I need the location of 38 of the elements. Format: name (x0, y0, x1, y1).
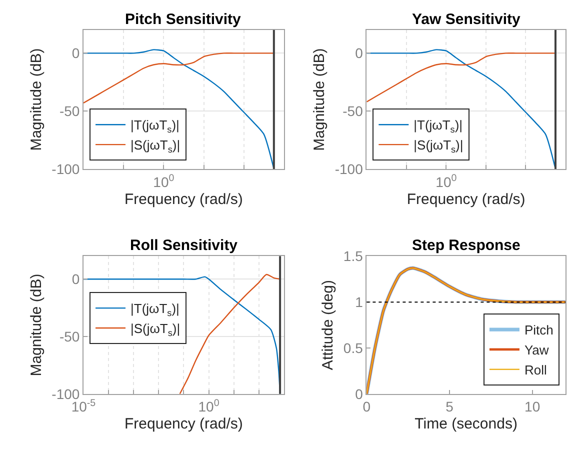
y-tick-label: -100 (52, 160, 80, 177)
x-axis-title: Frequency (rad/s) (406, 190, 526, 208)
y-tick-label: 0 (355, 45, 364, 62)
y-axis-title: Attitude (deg) (320, 280, 337, 370)
y-tick-label: 1 (355, 294, 364, 310)
y-tick-label: -50 (59, 328, 80, 344)
legend-label: |S(jωT$_{s}$)| (414, 138, 464, 154)
chart-title: Step Response (412, 237, 520, 254)
y-tick-label: -50 (342, 103, 364, 120)
y-axis-title: Magnitude (dB) (28, 274, 45, 376)
chart-title: Pitch Sensitivity (125, 11, 242, 28)
legend-label: |T(jωT$_{s}$)| (130, 301, 180, 318)
y-tick-label: 1.5 (343, 248, 364, 264)
x-tick-label: 10 (524, 398, 540, 415)
x-axis-title: Time (seconds) (414, 416, 518, 433)
y-tick-label: 0.5 (343, 340, 364, 356)
x-tick-label: 10$^{0}$ (436, 172, 458, 190)
legend-label: Pitch (524, 322, 554, 338)
legend-label: |T(jωT$_{s}$)| (130, 118, 180, 134)
legend-label: |S(jωT$_{s}$)| (130, 138, 180, 154)
chart-title: Yaw Sensitivity (412, 11, 522, 28)
chart-title: Roll Sensitivity (130, 237, 238, 254)
y-tick-label: -50 (59, 103, 80, 120)
y-tick-label: 0 (72, 45, 80, 62)
x-axis-title: Frequency (rad/s) (124, 416, 243, 433)
legend-label: Roll (524, 362, 547, 378)
x-axis-title: Frequency (rad/s) (124, 190, 243, 208)
legend-label: |S(jωT$_{s}$)| (130, 321, 180, 338)
legend-label: |T(jωT$_{s}$)| (414, 118, 463, 134)
x-tick-label: 5 (446, 398, 454, 415)
y-axis-title: Magnitude (dB) (311, 48, 328, 151)
x-tick-label: 10$^{0}$ (153, 172, 175, 190)
y-tick-label: 0 (355, 386, 364, 402)
x-tick-label: 10$^{0}$ (198, 398, 220, 415)
y-tick-label: 0 (72, 271, 80, 288)
y-axis-title: Magnitude (dB) (28, 48, 45, 151)
legend-label: Yaw (524, 342, 550, 358)
y-tick-label: -100 (334, 160, 364, 177)
